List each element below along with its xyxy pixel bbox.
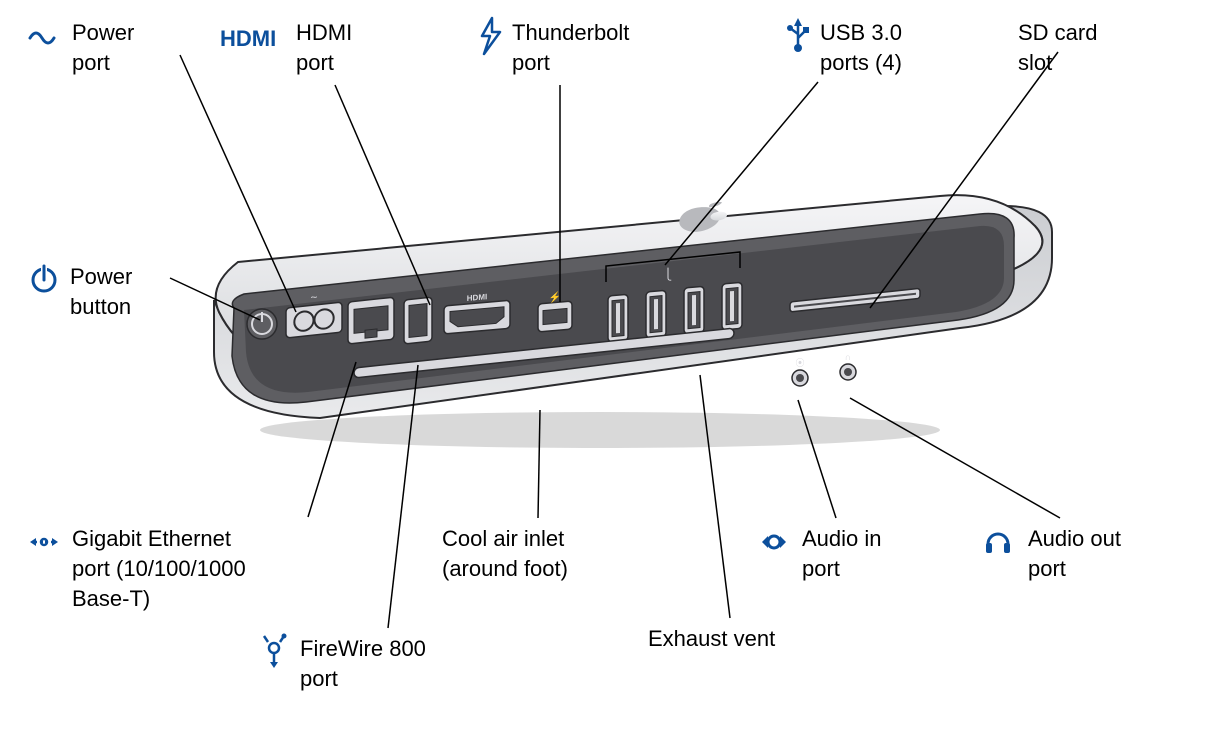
- label-thunderbolt: Thunderbolt: [512, 20, 629, 45]
- label-sd: slot: [1018, 50, 1052, 75]
- label-power-port: port: [72, 50, 110, 75]
- svg-text:HDMI: HDMI: [467, 292, 487, 303]
- usb-icon: [787, 18, 809, 52]
- hdmi-icon: HDMI: [220, 26, 276, 51]
- ethernet-port: [348, 297, 394, 344]
- power-button-icon: [33, 265, 55, 291]
- label-power-button: Power: [70, 264, 132, 289]
- usb-port-2: [684, 286, 704, 334]
- label-cool-air: Cool air inlet: [442, 526, 564, 551]
- svg-text:∩: ∩: [845, 352, 851, 362]
- label-ethernet: Base-T): [72, 586, 150, 611]
- label-exhaust: Exhaust vent: [648, 626, 775, 651]
- diagram-canvas: ~HDMI⚡⎩⦿∩HDMIPowerportHDMIportThunderbol…: [0, 0, 1223, 735]
- label-ethernet: port (10/100/1000: [72, 556, 246, 581]
- label-firewire: port: [300, 666, 338, 691]
- audio-out-icon: [986, 534, 1010, 553]
- device-shadow: [260, 412, 940, 448]
- ethernet-icon: [30, 538, 58, 546]
- usb-port-3: [722, 282, 742, 330]
- label-audio-out: Audio out: [1028, 526, 1121, 551]
- label-audio-in: port: [802, 556, 840, 581]
- label-sd: SD card: [1018, 20, 1097, 45]
- usb-port-0: [608, 294, 628, 342]
- label-firewire: FireWire 800: [300, 636, 426, 661]
- firewire-icon: [264, 634, 287, 669]
- usb-port-1: [646, 290, 666, 338]
- label-cool-air: (around foot): [442, 556, 568, 581]
- label-power-button: button: [70, 294, 131, 319]
- thunderbolt-icon: [482, 18, 500, 54]
- label-hdmi: port: [296, 50, 334, 75]
- power-tilde-icon: [30, 33, 54, 43]
- label-audio-out: port: [1028, 556, 1066, 581]
- leader-exhaust: [700, 375, 730, 618]
- label-power-port: Power: [72, 20, 134, 45]
- label-thunderbolt: port: [512, 50, 550, 75]
- power-button-port: [247, 309, 277, 339]
- label-ethernet: Gigabit Ethernet: [72, 526, 231, 551]
- diagram-svg: ~HDMI⚡⎩⦿∩HDMIPowerportHDMIportThunderbol…: [0, 0, 1223, 735]
- label-hdmi: HDMI: [296, 20, 352, 45]
- usb-symbol: ⎩: [664, 267, 672, 281]
- label-usb: USB 3.0: [820, 20, 902, 45]
- svg-text:⦿: ⦿: [795, 358, 804, 368]
- label-audio-in: Audio in: [802, 526, 882, 551]
- leader-audio_out: [850, 398, 1060, 518]
- firewire-port: [404, 297, 432, 344]
- audio-in-icon: [762, 536, 786, 548]
- label-usb: ports (4): [820, 50, 902, 75]
- svg-text:~: ~: [310, 290, 317, 305]
